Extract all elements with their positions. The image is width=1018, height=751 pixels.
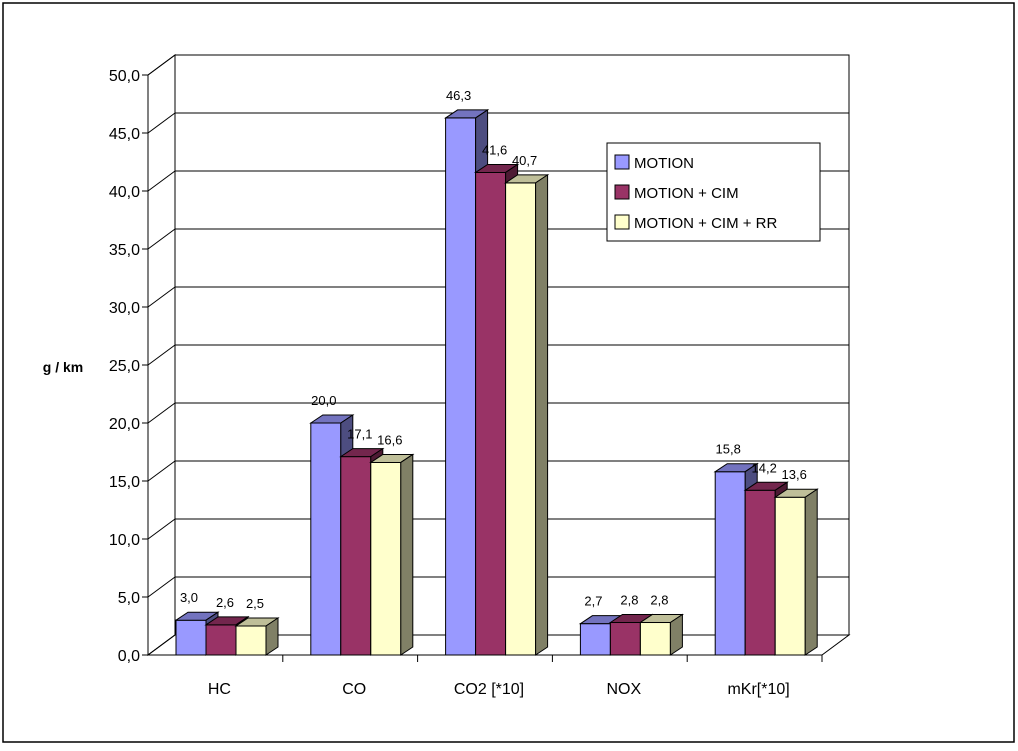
data-label: 13,6 [782,467,807,482]
bar-front [639,622,671,656]
bar-front [579,623,611,656]
gridline-side [147,170,176,192]
legend-swatch [614,214,630,230]
labels-layer: 3,0 2,6 2,5 20,0 17,1 16,6 46,3 41,6 40,7 2,7 2,8 2… [180,88,807,611]
bar-front [445,117,477,656]
y-tick-label: 15,0 [109,474,140,491]
bar-front [475,171,507,656]
bar [638,613,685,656]
legend-label: MOTION [634,155,694,172]
gridline-side [147,634,176,656]
gridline-side [147,286,176,308]
gridline-side [147,344,176,366]
legend-swatch [614,184,630,200]
y-axis-title: g / km [43,359,83,375]
bar-front [774,496,806,656]
legend: MOTION MOTION + CIM MOTION + CIM + RR [606,142,821,242]
bar [773,488,819,656]
bar-front [370,461,402,656]
legend-label: MOTION + CIM + RR [634,215,778,232]
gridline-side [147,112,176,134]
data-label: 41,6 [482,142,507,157]
y-tick-label: 30,0 [109,300,140,317]
data-label: 2,8 [620,593,638,608]
bar-side [804,488,818,656]
y-tick-label: 25,0 [109,358,140,375]
bar [234,617,280,656]
bar [369,453,415,656]
data-label: 14,2 [752,460,777,475]
bar-front [310,422,342,656]
bar-side [265,617,279,656]
gridline-side [147,54,176,76]
bar [503,173,550,656]
data-label: 40,7 [512,153,537,168]
bar-front [609,622,641,656]
gridline-side [147,576,176,598]
data-label: 46,3 [446,88,471,103]
bar-side [669,613,683,656]
bar-front [340,456,372,656]
bar-front [235,625,267,656]
legend-box [606,142,821,242]
bar-front [744,489,776,656]
data-label: 16,6 [377,432,402,447]
y-tick-label: 0,0 [118,648,140,665]
bar-front [714,471,746,656]
data-label: 2,8 [650,593,668,608]
data-label: 3,0 [180,590,198,605]
data-label: 2,7 [584,594,602,609]
data-label: 17,1 [347,427,372,442]
bar-front [175,619,207,656]
legend-swatch [614,154,630,170]
y-tick-label: 35,0 [109,242,140,259]
x-tick-label: NOX [606,681,641,698]
gridline-side [147,402,176,424]
x-tick-label: CO [342,681,366,698]
bar-side [535,173,549,656]
legend-label: MOTION + CIM [634,185,739,202]
data-label: 20,0 [311,393,336,408]
data-label: 2,6 [216,595,234,610]
x-tick-label: CO2 [*10] [454,681,524,698]
x-tick-label: mKr[*10] [727,681,789,698]
gridline-side [147,228,176,250]
gridline-side [147,460,176,482]
x-tick-label: HC [208,681,231,698]
bar-side [400,453,414,656]
y-tick-label: 5,0 [118,590,140,607]
data-label: 15,8 [716,442,741,457]
y-tick-label: 45,0 [109,126,140,143]
gridline-side [147,518,176,540]
bar-front [205,624,237,656]
data-label: 2,5 [246,596,264,611]
bars-layer [174,108,819,656]
y-tick-label: 10,0 [109,532,140,549]
y-tick-label: 20,0 [109,416,140,433]
bar-front [505,182,537,656]
y-tick-label: 50,0 [109,68,140,85]
y-tick-label: 40,0 [109,184,140,201]
